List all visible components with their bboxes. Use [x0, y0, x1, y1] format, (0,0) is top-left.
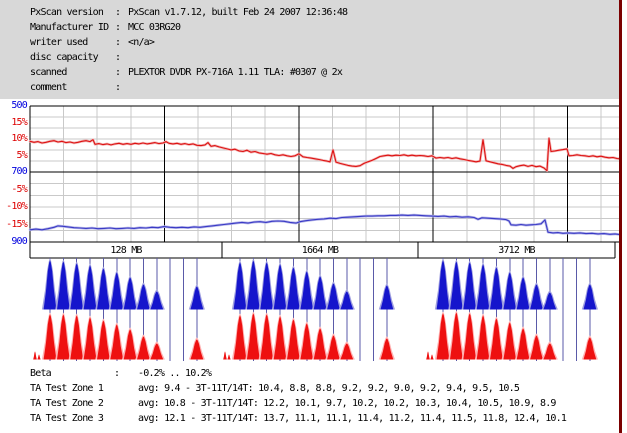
- info-row: PxScan version: PxScan v1.7.12, built Feb…: [0, 5, 620, 20]
- x-section-label-128mb: 128 MB: [110, 245, 142, 256]
- histogram-group-1664mb: [223, 258, 395, 361]
- info-row-label: scanned: [30, 67, 67, 78]
- stat-row-label: TA Test Zone 3: [30, 413, 104, 424]
- x-section-label-3712mb: 3712 MB: [498, 245, 535, 256]
- info-row-separator: :: [115, 37, 121, 48]
- stat-row: Beta: -0.2% .. 10.2%: [0, 366, 620, 381]
- y-axis-label-neg15pct: -15%: [6, 219, 28, 230]
- ta-blue-trace: [28, 213, 622, 236]
- footer-stats: Beta: -0.2% .. 10.2% TA Test Zone 1 avg: 9.…: [0, 366, 620, 426]
- info-row: Manufacturer ID: MCC 03RG20: [0, 20, 620, 35]
- stat-row-label: Beta: [30, 368, 52, 379]
- info-row-separator: :: [115, 52, 121, 63]
- info-row: comment:: [0, 80, 620, 95]
- info-row-separator: :: [115, 7, 121, 18]
- info-row-value: <n/a>: [128, 37, 155, 48]
- stat-row: TA Test Zone 3 avg: 12.1 - 3T-11T/14T: 13…: [0, 411, 620, 426]
- info-row-separator: :: [115, 67, 121, 78]
- stat-row-label: TA Test Zone 1: [30, 383, 104, 394]
- info-row-label: comment: [30, 82, 67, 93]
- y-axis-label-neg10pct: -10%: [6, 201, 28, 212]
- stat-row-label: TA Test Zone 2: [30, 398, 104, 409]
- y-axis-label-900: 900: [11, 236, 27, 247]
- chart-grid: [30, 106, 620, 242]
- info-row-value: MCC 03RG20: [128, 22, 181, 33]
- y-axis-label-10pct: 10%: [11, 133, 27, 144]
- scan-info-panel: PxScan version: PxScan v1.7.12, built Feb…: [0, 0, 620, 99]
- y-axis-label-500: 500: [11, 100, 27, 111]
- info-row: scanned: PLEXTOR DVDR PX-716A 1.11 TLA: #…: [0, 65, 620, 80]
- info-row-label: disc capacity: [30, 52, 99, 63]
- info-row: writer used: <n/a>: [0, 35, 620, 50]
- stat-row-value: avg: 9.4 - 3T-11T/14T: 10.4, 8.8, 8.8, 9…: [138, 383, 520, 394]
- histogram-group-3712mb: [426, 258, 598, 361]
- y-axis-label-700: 700: [11, 166, 27, 177]
- info-row-value: PxScan v1.7.12, built Feb 24 2007 12:36:…: [128, 7, 348, 18]
- stat-row-value: avg: 10.8 - 3T-11T/14T: 12.2, 10.1, 9.7,…: [138, 398, 556, 409]
- info-row-label: Manufacturer ID: [30, 22, 109, 33]
- info-row-value: PLEXTOR DVDR PX-716A 1.11 TLA: #0307 @ 2…: [128, 67, 343, 78]
- info-row: disc capacity:: [0, 50, 620, 65]
- stat-row-value: avg: 12.1 - 3T-11T/14T: 13.7, 11.1, 11.1…: [138, 413, 567, 424]
- stat-row-value: -0.2% .. 10.2%: [138, 368, 212, 379]
- stat-row-separator: :: [114, 368, 120, 379]
- stat-row: TA Test Zone 1 avg: 9.4 - 3T-11T/14T: 10.…: [0, 381, 620, 396]
- info-row-label: writer used: [30, 37, 88, 48]
- window-right-border: [619, 0, 622, 433]
- histogram-group-128mb: [33, 258, 205, 361]
- info-row-separator: :: [115, 22, 121, 33]
- info-row-separator: :: [115, 82, 121, 93]
- y-axis-label-15pct: 15%: [11, 117, 27, 128]
- x-section-label-1664mb: 1664 MB: [301, 245, 339, 256]
- stat-row: TA Test Zone 2 avg: 10.8 - 3T-11T/14T: 12…: [0, 396, 620, 411]
- info-row-label: PxScan version: [30, 7, 104, 18]
- chart-frame: [29, 105, 620, 259]
- beta-red-trace: [28, 137, 622, 172]
- y-axis-label-5pct: 5%: [16, 150, 28, 161]
- y-axis-label-neg5pct: -5%: [11, 184, 27, 195]
